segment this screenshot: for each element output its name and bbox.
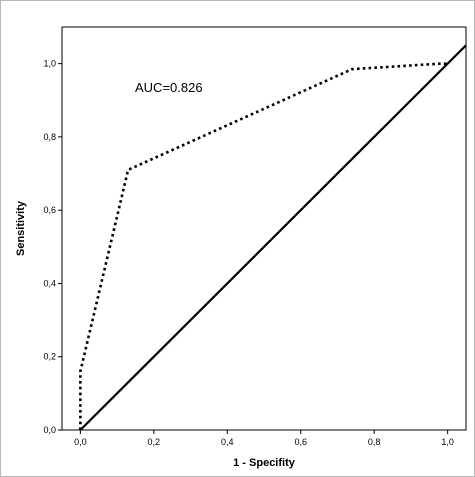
x-tick-label: 0,2 [148,437,161,447]
x-axis-title: 1 - Specifity [233,457,296,469]
y-tick-label: 0,2 [43,352,56,362]
y-axis-title: Sensitivity [15,200,27,256]
y-tick-label: 1,0 [43,59,56,69]
y-tick-label: 0,4 [43,278,56,288]
x-tick-label: 0,4 [221,437,234,447]
x-tick-label: 0,8 [368,437,381,447]
x-tick-label: 0,0 [74,437,87,447]
plot-area [61,26,467,431]
x-tick-label: 1,0 [441,437,454,447]
x-tick-label: 0,6 [294,437,307,447]
y-tick-label: 0,0 [43,425,56,435]
y-axis: 0,0 0,2 0,4 0,6 0,8 1,0 [43,59,62,435]
series-layer [79,44,466,430]
roc-curve-dotted [79,62,448,430]
y-tick-label: 0,6 [43,205,56,215]
x-axis: 0,0 0,2 0,4 0,6 0,8 1,0 [74,430,454,447]
auc-annotation: AUC=0.826 [135,80,203,95]
y-tick-label: 0,8 [43,132,56,142]
reference-line [79,44,466,430]
